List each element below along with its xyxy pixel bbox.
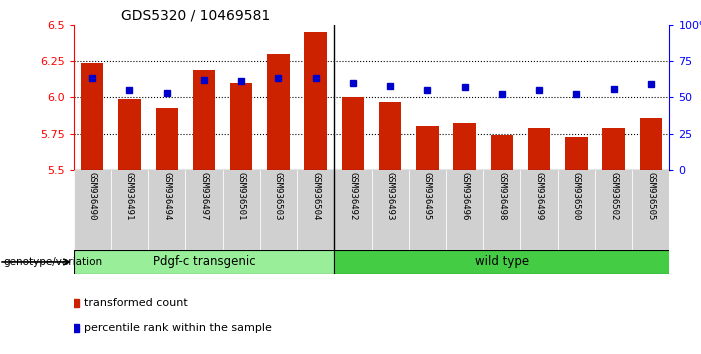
Bar <box>304 32 327 170</box>
Text: GSM936494: GSM936494 <box>162 172 171 221</box>
Bar <box>372 170 409 250</box>
Bar <box>148 170 185 250</box>
Bar <box>454 124 476 170</box>
Text: GSM936503: GSM936503 <box>274 172 283 221</box>
Bar <box>156 108 178 170</box>
Bar <box>230 83 252 170</box>
Bar <box>185 170 222 250</box>
Text: GSM936505: GSM936505 <box>646 172 655 221</box>
Text: GSM936493: GSM936493 <box>386 172 395 221</box>
Bar <box>334 250 688 274</box>
Text: GSM936500: GSM936500 <box>572 172 581 221</box>
Bar <box>334 170 372 250</box>
Bar <box>297 170 334 250</box>
Bar <box>260 170 297 250</box>
Bar <box>639 118 662 170</box>
Text: GSM936499: GSM936499 <box>535 172 543 221</box>
Bar <box>528 128 550 170</box>
Bar <box>193 70 215 170</box>
Bar <box>74 250 334 274</box>
Text: wild type: wild type <box>475 256 529 268</box>
Bar <box>416 126 439 170</box>
Text: GSM936491: GSM936491 <box>125 172 134 221</box>
Text: GSM936497: GSM936497 <box>200 172 208 221</box>
Bar <box>341 97 364 170</box>
Text: genotype/variation: genotype/variation <box>4 257 102 267</box>
Bar <box>520 170 558 250</box>
Text: GSM936504: GSM936504 <box>311 172 320 221</box>
Text: GDS5320 / 10469581: GDS5320 / 10469581 <box>121 8 271 22</box>
Text: GSM936498: GSM936498 <box>498 172 506 221</box>
Bar <box>483 170 520 250</box>
Bar <box>81 63 104 170</box>
Text: transformed count: transformed count <box>84 298 188 308</box>
Text: GSM936490: GSM936490 <box>88 172 97 221</box>
Text: GSM936492: GSM936492 <box>348 172 358 221</box>
Bar <box>565 137 587 170</box>
Text: GSM936496: GSM936496 <box>460 172 469 221</box>
Text: GSM936502: GSM936502 <box>609 172 618 221</box>
Bar <box>558 170 595 250</box>
Bar <box>632 170 669 250</box>
Bar <box>595 170 632 250</box>
Bar <box>111 170 148 250</box>
Bar <box>379 102 401 170</box>
Text: percentile rank within the sample: percentile rank within the sample <box>84 322 272 332</box>
Bar <box>222 170 260 250</box>
Text: GSM936501: GSM936501 <box>237 172 245 221</box>
Bar <box>118 99 141 170</box>
Bar <box>491 135 513 170</box>
Bar <box>267 54 290 170</box>
Bar <box>74 170 111 250</box>
Text: GSM936495: GSM936495 <box>423 172 432 221</box>
Bar <box>409 170 446 250</box>
Bar <box>602 128 625 170</box>
Text: Pdgf-c transgenic: Pdgf-c transgenic <box>153 256 255 268</box>
Bar <box>446 170 483 250</box>
